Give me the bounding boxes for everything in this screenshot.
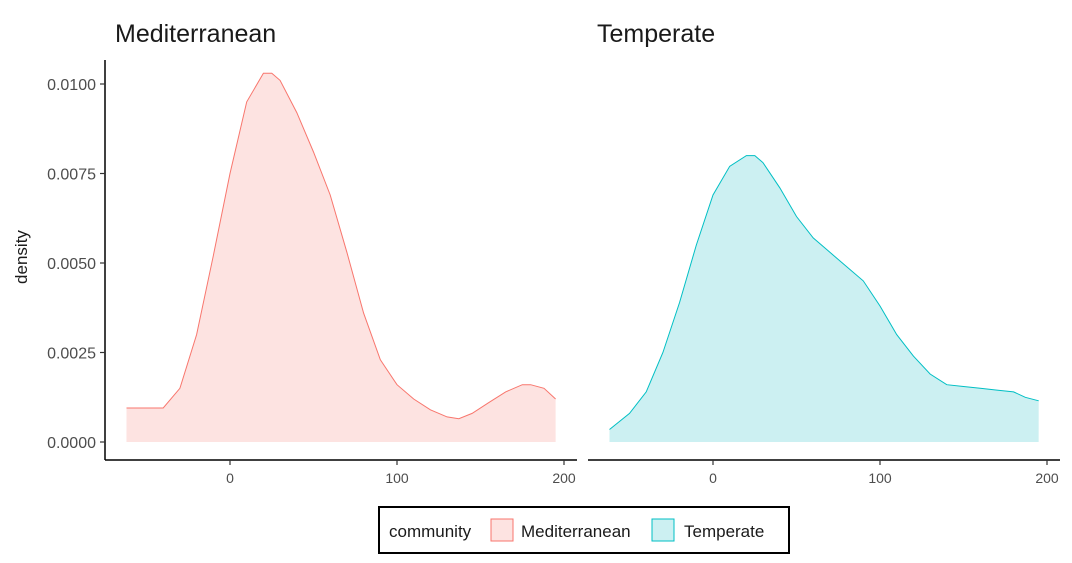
x-tick-label: 100 bbox=[868, 470, 892, 486]
legend-box bbox=[378, 506, 790, 554]
legend-title: community bbox=[389, 522, 472, 541]
x-tick-label: 200 bbox=[552, 470, 576, 486]
legend-label-mediterranean: Mediterranean bbox=[521, 522, 631, 541]
y-tick-label: 0.0050 bbox=[47, 256, 96, 273]
facet-title-mediterranean: Mediterranean bbox=[115, 20, 276, 48]
y-axis-title: density bbox=[12, 230, 31, 284]
panel-mediterranean: 0 100 200 0.0000 0.0025 0.0050 0.0075 0.0100 bbox=[47, 60, 577, 486]
legend-key-mediterranean bbox=[490, 518, 514, 542]
legend: community Mediterranean Temperate bbox=[378, 506, 790, 554]
density-line-temperate bbox=[609, 155, 1039, 430]
panel-temperate: 0 100 200 bbox=[588, 155, 1060, 486]
y-tick-label: 0.0100 bbox=[47, 77, 96, 94]
legend-label-temperate: Temperate bbox=[684, 522, 764, 541]
facet-title-temperate: Temperate bbox=[597, 20, 715, 48]
x-tick-label: 0 bbox=[709, 470, 717, 486]
density-line-mediterranean bbox=[126, 72, 556, 420]
y-tick-label: 0.0000 bbox=[47, 435, 96, 452]
x-tick-label: 0 bbox=[226, 470, 234, 486]
x-tick-label: 200 bbox=[1035, 470, 1059, 486]
legend-key-temperate bbox=[651, 518, 675, 542]
density-area-temperate bbox=[609, 155, 1039, 442]
y-tick-label: 0.0075 bbox=[47, 167, 96, 184]
x-tick-label: 100 bbox=[385, 470, 409, 486]
panels: 0 100 200 0.0000 0.0025 0.0050 0.0075 0.0100 0 10… bbox=[47, 60, 1060, 486]
density-area-mediterranean bbox=[126, 73, 556, 443]
y-tick-label: 0.0025 bbox=[47, 346, 96, 363]
